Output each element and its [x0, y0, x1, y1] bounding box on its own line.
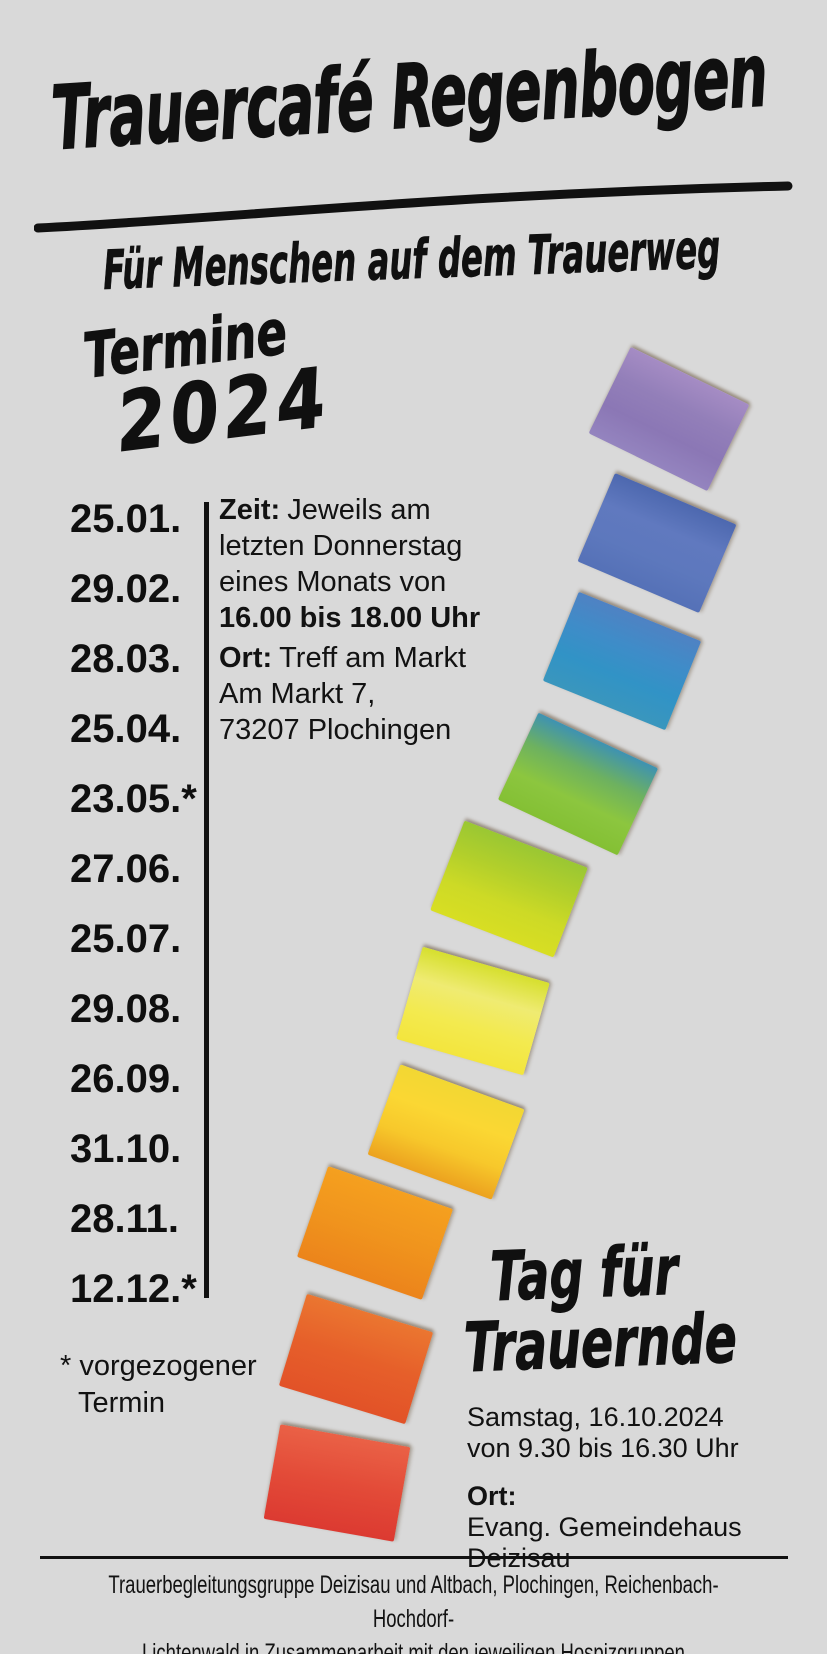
date-list-divider	[204, 502, 209, 1298]
termin-date: 28.11.	[70, 1197, 180, 1241]
tag-ort-block: Ort: Evang. Gemeindehaus Deizisau	[467, 1481, 827, 1574]
termine-date-list: 25.01. 29.02. 28.03. 25.04. 23.05.* 27.0…	[70, 496, 197, 1336]
rainbow-swatch-golden-yellow	[367, 1064, 525, 1200]
zeit-ort-block: Zeit: Jeweils am letzten Donnerstag eines…	[219, 492, 487, 748]
tag-fuer-trauernde-info: Samstag, 16.10.2024 von 9.30 bis 16.30 U…	[467, 1402, 827, 1574]
footer-line2: Lichtenwald in Zusammenarbeit mit den je…	[142, 1639, 685, 1654]
termin-date: 12.12.*	[70, 1267, 197, 1311]
zeit-line: letzten Donnerstag	[219, 530, 463, 562]
rainbow-swatch-blue	[542, 591, 702, 731]
rainbow-swatch-pale-yellow	[396, 946, 550, 1076]
zeit-line: Zeit: Jeweils am	[219, 494, 431, 526]
rainbow-swatch-violet	[588, 346, 750, 492]
title-underline-stroke	[34, 181, 793, 233]
footnote: * vorgezogener Termin	[60, 1348, 257, 1422]
rainbow-swatch-orange-red	[278, 1293, 434, 1425]
ort-label: Ort:	[219, 642, 273, 674]
zeit-time-bold: 16.00 bis 18.00 Uhr	[219, 602, 481, 634]
tag-heading-line2: Trauernde	[462, 1299, 739, 1389]
footer-text: Trauerbegleitungsgruppe Deizisau und Alt…	[108, 1568, 720, 1654]
termin-date: 31.10.	[70, 1127, 182, 1171]
termin-date: 27.06.	[70, 847, 182, 891]
tag-fuer-trauernde-heading: Tag für Trauernde	[461, 1231, 739, 1389]
rainbow-swatch-orange	[296, 1166, 454, 1300]
termin-date: 29.02.	[70, 567, 182, 611]
termin-date: 25.01.	[70, 497, 182, 541]
ort-line: Ort: Treff am Markt	[219, 642, 467, 674]
ort-paragraph: Ort: Treff am Markt Am Markt 7, 73207 Plo…	[219, 640, 487, 748]
footer-divider	[40, 1556, 788, 1559]
tag-ort-label: Ort:	[467, 1481, 517, 1511]
page-title: Trauercafé Regenbogen	[48, 23, 770, 171]
termin-date: 25.07.	[70, 917, 182, 961]
rainbow-swatch-red	[263, 1424, 411, 1542]
rainbow-swatch-green	[497, 712, 659, 856]
termin-date: 25.04.	[70, 707, 182, 751]
zeit-line: eines Monats von	[219, 566, 447, 598]
termin-date: 26.09.	[70, 1057, 182, 1101]
tag-date-line: Samstag, 16.10.2024	[467, 1402, 724, 1432]
tag-time-line: von 9.30 bis 16.30 Uhr	[467, 1433, 739, 1463]
ort-line: 73207 Plochingen	[219, 714, 452, 746]
ort-line: Am Markt 7,	[219, 678, 376, 710]
termin-date: 29.08.	[70, 987, 182, 1031]
termine-heading: Termine 2024	[79, 288, 375, 472]
footnote-line1: * vorgezogener	[60, 1350, 257, 1382]
termin-date: 28.03.	[70, 637, 182, 681]
tag-ort-line: Evang. Gemeindehaus Deizisau	[467, 1512, 742, 1573]
zeit-label: Zeit:	[219, 494, 281, 526]
zeit-paragraph: Zeit: Jeweils am letzten Donnerstag eines…	[219, 492, 487, 636]
footnote-line2: Termin	[78, 1387, 166, 1419]
termine-heading-line2: 2024	[111, 350, 337, 471]
rainbow-swatch-blue-violet	[577, 473, 737, 613]
termin-date: 23.05.*	[70, 777, 197, 821]
footer-line1: Trauerbegleitungsgruppe Deizisau und Alt…	[108, 1571, 719, 1633]
rainbow-swatch-yellow-green	[430, 820, 588, 958]
